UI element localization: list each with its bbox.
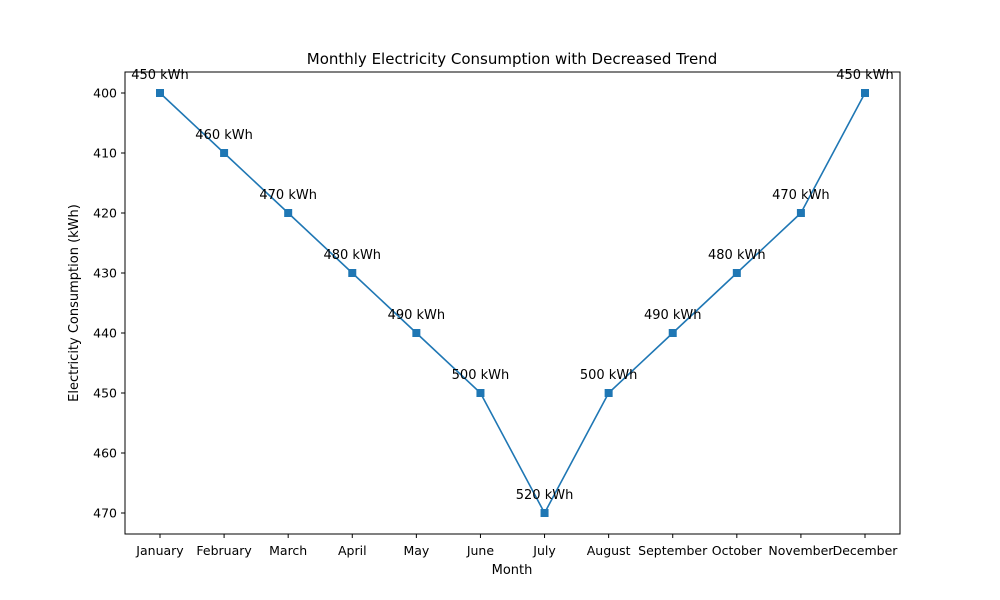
y-tick-label: 410: [93, 146, 117, 161]
data-label: 500 kWh: [452, 368, 510, 383]
data-label: 460 kWh: [195, 128, 253, 143]
data-label: 490 kWh: [644, 308, 702, 323]
y-tick-label: 470: [93, 506, 117, 521]
x-tick-label: August: [587, 543, 631, 558]
x-tick-label: February: [196, 543, 252, 558]
x-tick-label: January: [135, 543, 184, 558]
data-point-marker: [540, 509, 549, 517]
y-tick-label: 460: [93, 446, 117, 461]
data-point-marker: [412, 329, 421, 337]
x-axis-title: Month: [492, 563, 533, 578]
x-tick-label: September: [638, 543, 708, 558]
data-point-marker: [796, 209, 805, 217]
data-label: 470 kWh: [772, 188, 830, 203]
data-point-marker: [604, 389, 613, 397]
x-tick-label: May: [403, 543, 429, 558]
series-line: [159, 92, 866, 514]
plot-area: 400 410 420 430 440 450 460 470 January February M…: [93, 68, 901, 558]
data-label: 490 kWh: [388, 308, 446, 323]
data-point-marker: [284, 209, 293, 217]
y-tick-label: 400: [93, 86, 117, 101]
data-point-marker: [732, 269, 741, 277]
y-tick-label: 450: [93, 386, 117, 401]
data-label: 520 kWh: [516, 488, 574, 503]
x-tick-label: December: [833, 543, 899, 558]
y-tick-label: 420: [93, 206, 117, 221]
data-point-marker: [668, 329, 677, 337]
data-label: 450 kWh: [131, 68, 189, 83]
data-label: 480 kWh: [708, 248, 766, 263]
chart-title: Monthly Electricity Consumption with Dec…: [307, 50, 717, 68]
y-tick-label: 440: [93, 326, 117, 341]
x-tick-label: June: [466, 543, 495, 558]
data-label: 500 kWh: [580, 368, 638, 383]
x-tick-label: October: [712, 543, 763, 558]
data-point-marker: [156, 89, 164, 97]
x-tick-label: March: [269, 543, 307, 558]
data-label: 480 kWh: [323, 248, 381, 263]
x-tick-label: April: [338, 543, 367, 558]
data-point-marker: [348, 269, 357, 277]
data-label: 470 kWh: [259, 188, 317, 203]
y-axis-title: Electricity Consumption (kWh): [67, 204, 82, 402]
data-label: 450 kWh: [836, 68, 894, 83]
y-tick-label: 430: [93, 266, 117, 281]
data-point-marker: [220, 149, 229, 157]
axes-frame: [124, 71, 901, 535]
x-tick-label: July: [532, 543, 556, 558]
x-tick-label: November: [768, 543, 834, 558]
data-point-marker: [476, 389, 485, 397]
data-point-marker: [861, 89, 869, 97]
